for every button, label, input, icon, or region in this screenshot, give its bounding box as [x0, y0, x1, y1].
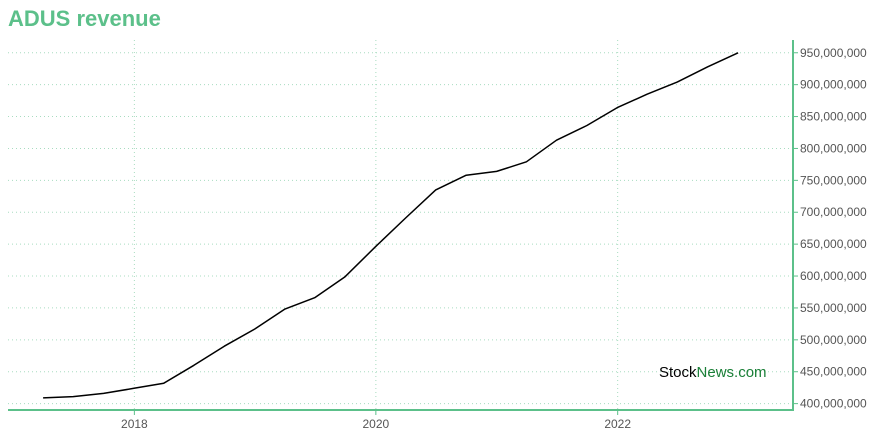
revenue-series-line — [43, 52, 739, 399]
y-tick-label: 600,000,000 — [800, 269, 867, 283]
stocknews-watermark: StockNews.com — [659, 364, 767, 381]
tick-labels: 400,000,000 450,000,000 500,000,000 550,000… — [121, 46, 867, 431]
chart-title: ADUS revenue — [8, 6, 161, 31]
y-tick-label: 750,000,000 — [800, 173, 867, 187]
grid-lines — [8, 40, 793, 410]
y-tick-label: 950,000,000 — [800, 46, 867, 60]
y-tick-label: 900,000,000 — [800, 78, 867, 92]
y-tick-label: 700,000,000 — [800, 205, 867, 219]
axes — [8, 40, 798, 415]
y-tick-label: 550,000,000 — [800, 301, 867, 315]
y-tick-label: 500,000,000 — [800, 333, 867, 347]
watermark-text: Stock — [659, 364, 697, 381]
y-tick-label: 850,000,000 — [800, 110, 867, 124]
x-tick-label: 2022 — [604, 417, 631, 431]
y-tick-label: 400,000,000 — [800, 397, 867, 411]
plot-area — [43, 52, 739, 399]
x-tick-label: 2018 — [121, 417, 148, 431]
y-tick-label: 450,000,000 — [800, 365, 867, 379]
y-tick-label: 650,000,000 — [800, 237, 867, 251]
watermark-accent-text: News.com — [696, 364, 767, 381]
x-tick-label: 2020 — [363, 417, 390, 431]
y-tick-label: 800,000,000 — [800, 141, 867, 155]
